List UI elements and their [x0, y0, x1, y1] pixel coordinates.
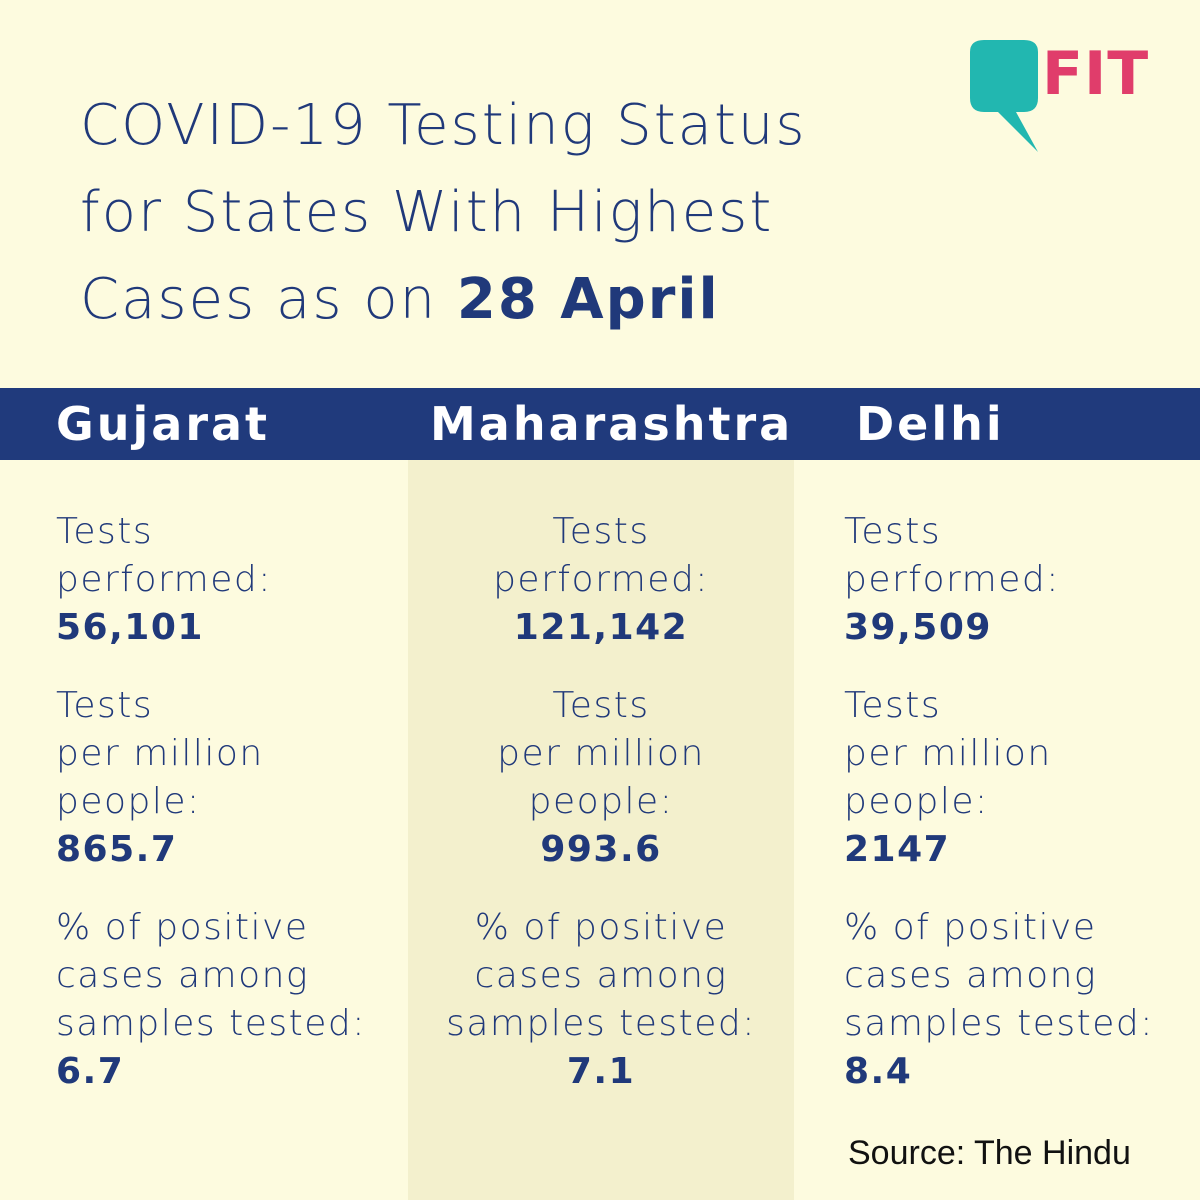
states-header-band: Gujarat Maharashtra Delhi	[0, 388, 1200, 460]
speech-bubble-icon	[970, 40, 1038, 152]
source-credit: Source: The Hindu	[848, 1134, 1131, 1172]
tests-performed-label: Tests performed:	[493, 511, 709, 600]
positive-percent-value: 6.7	[56, 1051, 125, 1092]
positive-percent-value: 7.1	[566, 1051, 636, 1092]
infographic-title: COVID-19 Testing Status for States With …	[80, 82, 920, 343]
maharashtra-column-background	[408, 460, 794, 1200]
title-line-2: for States With Highest	[80, 180, 774, 245]
state-column-gujarat: Tests performed: 56,101 Tests per millio…	[56, 508, 406, 1096]
state-name-delhi: Delhi	[856, 397, 1005, 451]
state-column-maharashtra: Tests performed: 121,142 Tests per milli…	[410, 508, 792, 1096]
title-line-3: Cases as on 28 April	[80, 256, 920, 343]
tests-per-million-value: 865.7	[56, 829, 178, 870]
positive-percent-value: 8.4	[844, 1051, 913, 1092]
tests-performed-label: Tests performed:	[844, 511, 1060, 600]
tests-performed-value: 121,142	[513, 607, 689, 648]
fit-logo: FIT	[964, 38, 1160, 160]
title-prefix: Cases as on	[80, 267, 457, 332]
state-name-gujarat: Gujarat	[56, 397, 271, 451]
tests-per-million-value: 993.6	[540, 829, 662, 870]
tests-per-million-value: 2147	[844, 829, 951, 870]
tests-per-million-label: Tests per million people:	[56, 685, 264, 822]
title-date: 28 April	[456, 267, 720, 332]
title-line-1: COVID-19 Testing Status	[80, 93, 807, 158]
state-name-maharashtra: Maharashtra	[430, 397, 794, 451]
tests-performed-value: 56,101	[56, 607, 204, 648]
positive-percent-label: % of positive cases among samples tested…	[446, 907, 756, 1044]
tests-per-million-label: Tests per million people:	[497, 685, 705, 822]
logo-text: FIT	[1042, 39, 1150, 109]
tests-per-million-label: Tests per million people:	[844, 685, 1052, 822]
state-column-delhi: Tests performed: 39,509 Tests per millio…	[844, 508, 1194, 1096]
tests-performed-value: 39,509	[844, 607, 992, 648]
positive-percent-label: % of positive cases among samples tested…	[844, 907, 1154, 1044]
positive-percent-label: % of positive cases among samples tested…	[56, 907, 366, 1044]
tests-performed-label: Tests performed:	[56, 511, 272, 600]
